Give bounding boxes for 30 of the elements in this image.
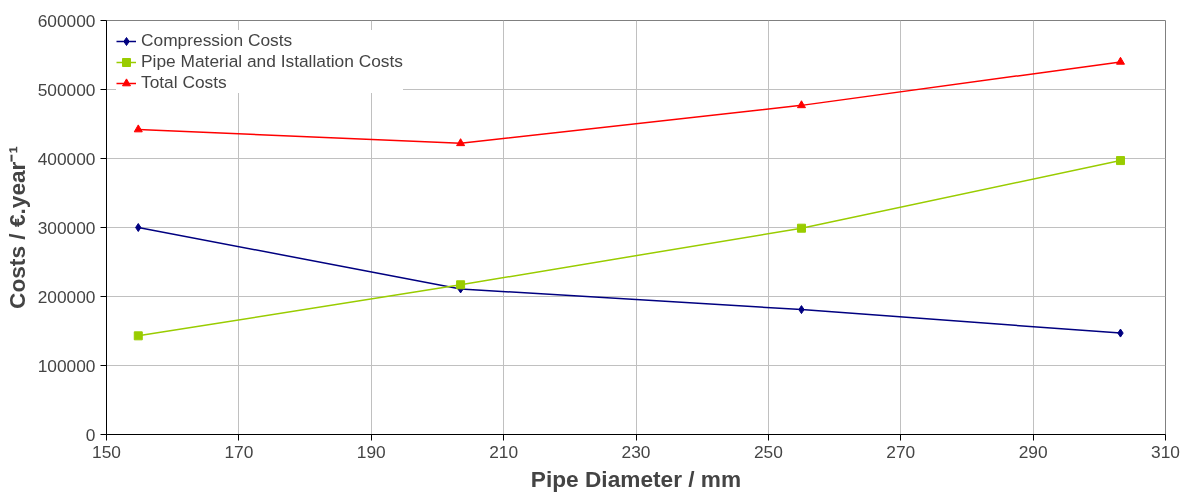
y-tick-label: 100000 <box>37 355 96 376</box>
point <box>1115 56 1125 65</box>
x-tick-label: 290 <box>1018 441 1048 462</box>
point <box>798 305 805 315</box>
y-tick-label: 200000 <box>37 286 96 307</box>
legend-label: Compression Costs <box>141 30 293 51</box>
point <box>1115 156 1125 166</box>
point <box>796 100 806 109</box>
x-tick-label: 310 <box>1151 441 1180 462</box>
x-tick-label: 210 <box>489 441 519 462</box>
y-tick-label: 400000 <box>37 148 96 169</box>
x-tick-label: 250 <box>753 441 783 462</box>
y-tick-label: 600000 <box>37 10 96 31</box>
point <box>133 331 143 341</box>
x-axis-title: Pipe Diameter / mm <box>530 465 742 492</box>
point <box>133 124 143 133</box>
point <box>796 223 806 233</box>
legend-label: Total Costs <box>141 72 227 93</box>
x-tick-label: 230 <box>621 441 651 462</box>
y-tick-label: 300000 <box>37 217 96 238</box>
point <box>456 138 466 147</box>
y-tick-label: 500000 <box>37 79 96 100</box>
x-tick-label: 190 <box>356 441 386 462</box>
point <box>456 280 466 290</box>
x-tick-label: 170 <box>224 441 254 462</box>
point <box>135 223 142 232</box>
y-axis-title: Costs / €.year⁻¹ <box>3 146 30 309</box>
point <box>1117 328 1124 338</box>
x-tick-label: 270 <box>886 441 916 462</box>
legend-label: Pipe Material and Istallation Costs <box>141 51 403 72</box>
